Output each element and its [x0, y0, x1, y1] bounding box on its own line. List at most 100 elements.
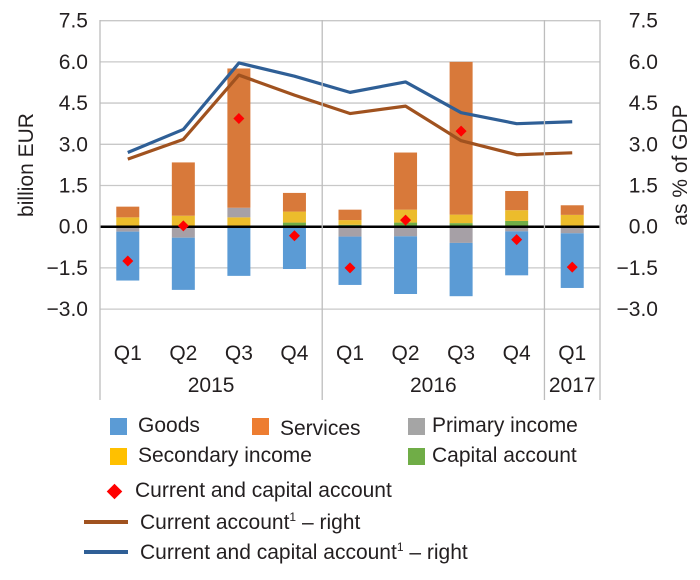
bar-capital-account — [505, 220, 529, 227]
bar-capital-account — [282, 222, 306, 227]
bar-secondary-income — [338, 220, 362, 225]
y-tick-label-right: −1.5 — [617, 257, 658, 280]
diamond-marker — [288, 230, 300, 242]
legend-item-current-and-capital-account: Current and capital account — [84, 478, 392, 504]
legend-swatch-goods — [110, 417, 127, 435]
bar-services — [227, 68, 251, 208]
bar-primary-income — [505, 226, 529, 232]
y-tick-label-left: 0.0 — [59, 216, 88, 239]
bar-secondary-income — [449, 214, 473, 224]
legend-item-current-and-capital-account-line: Current and capital account1 – right — [84, 539, 468, 565]
legend-label-goods: Goods — [138, 414, 200, 437]
bar-primary-income — [338, 226, 362, 237]
legend-label-capital-account: Capital account — [432, 444, 577, 467]
bar-goods — [282, 226, 306, 270]
x-axis-ticks: Q1 Q2 Q3 Q4 Q1 Q2 Q3 Q4 Q1 — [114, 342, 586, 365]
legend-item-goods: Goods — [110, 413, 200, 439]
bar-goods — [227, 226, 251, 276]
x-tick-label: Q4 — [280, 342, 308, 365]
bar-services — [560, 205, 584, 215]
y-axis-left-title: billion EUR — [15, 113, 38, 217]
y-tick-label-right: 6.0 — [629, 51, 658, 74]
x-group-label: 2017 — [549, 374, 596, 397]
y-tick-label-left: 6.0 — [59, 51, 88, 74]
legend-item-primary-income: Primary income — [408, 413, 578, 439]
bar-primary-income — [560, 226, 584, 234]
bar-secondary-income — [116, 217, 140, 227]
legend-diamond-icon — [106, 483, 123, 499]
bar-goods — [505, 231, 529, 276]
bar-goods — [449, 242, 473, 297]
x-tick-label: Q3 — [447, 342, 475, 365]
x-tick-label: Q1 — [558, 342, 586, 365]
x-group-label: 2015 — [188, 374, 235, 397]
y-tick-label-left: −3.0 — [47, 298, 88, 321]
bar-services — [449, 61, 473, 215]
x-tick-label: Q3 — [225, 342, 253, 365]
y-tick-label-left: 4.5 — [59, 92, 88, 115]
x-tick-label: Q4 — [503, 342, 531, 365]
diamond-marker — [566, 261, 578, 273]
legend-label-current-account-line: Current account1 – right — [140, 509, 361, 534]
y-tick-label-left: 7.5 — [59, 10, 88, 33]
diamond-marker — [344, 262, 356, 274]
bar-primary-income — [116, 226, 140, 232]
bar-goods — [394, 236, 418, 295]
bar-primary-income — [171, 226, 195, 238]
legend-label-current-and-capital-account-line: Current and capital account1 – right — [140, 539, 468, 564]
y-tick-label-left: 3.0 — [59, 133, 88, 156]
legend-swatch-secondary-income — [110, 447, 127, 465]
y-tick-label-left: −1.5 — [47, 257, 88, 280]
diamond-marker — [511, 234, 523, 246]
bar-primary-income — [449, 226, 473, 243]
bar-capital-account — [449, 223, 473, 227]
y-tick-label-right: −3.0 — [617, 298, 658, 321]
y-axis-left-ticks: 7.5 6.0 4.5 3.0 1.5 0.0 −1.5 −3.0 — [47, 10, 88, 321]
y-tick-label-right: 4.5 — [629, 92, 658, 115]
diamond-marker — [122, 255, 134, 267]
legend-label-primary-income: Primary income — [432, 414, 578, 437]
markers — [122, 112, 578, 274]
legend-swatch-primary-income — [408, 417, 425, 435]
diamond-marker — [400, 214, 412, 226]
legend-line-current-and-capital-account — [84, 550, 128, 554]
y-axis-right-ticks: 7.5 6.0 4.5 3.0 1.5 0.0 −1.5 −3.0 — [617, 10, 658, 321]
bar-services — [505, 190, 529, 211]
legend-item-capital-account: Capital account — [408, 443, 577, 469]
x-tick-label: Q1 — [336, 342, 364, 365]
bar-secondary-income — [560, 214, 584, 227]
axes — [99, 20, 601, 400]
legend-line-current-account — [84, 520, 128, 524]
x-tick-label: Q1 — [114, 342, 142, 365]
y-tick-label-right: 1.5 — [629, 174, 658, 197]
diamond-marker — [177, 220, 189, 232]
y-tick-label-right: 3.0 — [629, 133, 658, 156]
legend-item-secondary-income: Secondary income — [110, 443, 312, 469]
line-current-account — [127, 73, 573, 161]
bar-secondary-income — [227, 217, 251, 227]
bar-secondary-income — [505, 210, 529, 221]
bar-services — [171, 162, 195, 216]
lines — [127, 61, 573, 161]
y-axis-right-title: as % of GDP — [669, 104, 692, 225]
legend-swatch-capital-account — [408, 447, 425, 465]
legend-item-current-account-line: Current account1 – right — [84, 509, 360, 535]
bar-services — [338, 209, 362, 221]
bar-goods — [560, 233, 584, 288]
x-tick-label: Q2 — [169, 342, 197, 365]
legend-label-secondary-income: Secondary income — [138, 444, 312, 467]
x-group-label: 2016 — [410, 374, 457, 397]
diamond-marker — [455, 125, 467, 137]
bar-secondary-income — [282, 211, 306, 223]
legend-label-services: Services — [280, 417, 361, 440]
y-tick-label-right: 7.5 — [629, 10, 658, 33]
bar-primary-income — [394, 226, 418, 237]
bar-services — [116, 206, 140, 218]
bar-goods — [171, 237, 195, 290]
legend-item-services: Services — [252, 416, 361, 442]
bar-services — [394, 152, 418, 210]
bar-primary-income — [227, 207, 251, 218]
bar-goods — [338, 236, 362, 285]
